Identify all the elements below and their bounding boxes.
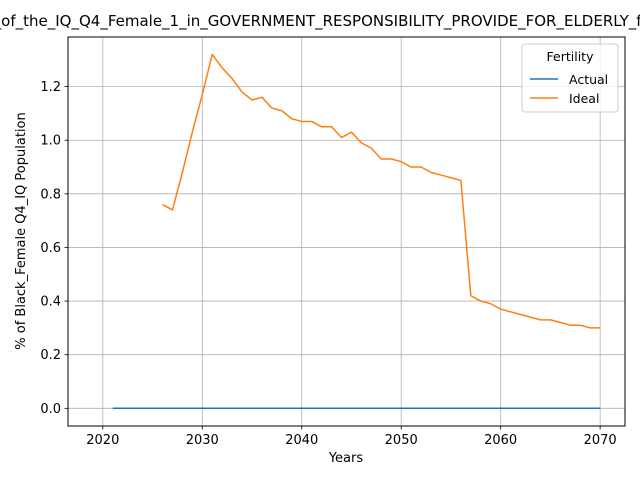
legend-label-actual: Actual [569, 72, 608, 87]
y-tick-label: 1.0 [40, 134, 61, 149]
y-tick-label: 0.0 [40, 402, 61, 417]
x-tick-label: 2020 [86, 433, 119, 448]
series-lines [112, 53, 601, 410]
axis-ticks: 2020 2030 2040 2050 2060 2070 0.0 0.2 0.4 0.6 0.8 1… [40, 80, 616, 448]
y-axis-label: % of Black_Female Q4_IQ Population [14, 112, 29, 349]
y-tick-label: 0.4 [40, 295, 61, 310]
y-tick-label: 1.2 [40, 80, 61, 95]
chart-title: Percentage_of_the_IQ_Q4_Female_1_in_GOVE… [0, 12, 640, 31]
y-tick-label: 0.8 [40, 187, 61, 202]
y-tick-label: 0.6 [40, 241, 61, 256]
legend-label-ideal: Ideal [569, 91, 599, 106]
x-tick-label: 2070 [584, 433, 617, 448]
x-tick-label: 2050 [385, 433, 418, 448]
y-tick-label: 0.2 [40, 348, 61, 363]
grid-lines [68, 37, 625, 426]
legend-title: Fertility [547, 49, 595, 64]
x-axis-label: Years [328, 451, 364, 466]
series-line-ideal [162, 53, 601, 329]
x-tick-label: 2060 [484, 433, 517, 448]
plot-frame [67, 36, 626, 427]
x-tick-label: 2040 [285, 433, 318, 448]
legend: Fertility Actual Ideal [521, 43, 619, 113]
legend-box [521, 43, 619, 113]
x-tick-label: 2030 [186, 433, 219, 448]
